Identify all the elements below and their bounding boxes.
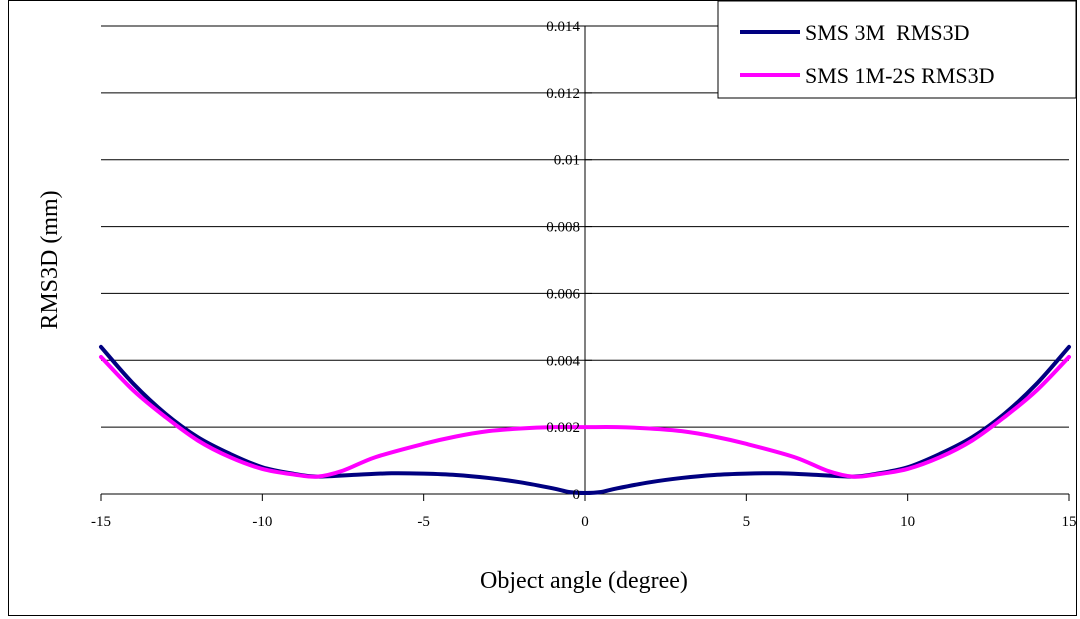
y-tick-label: 0.004	[546, 353, 580, 369]
series-line-1	[99, 354, 1071, 479]
x-tick-label: 0	[581, 514, 589, 530]
y-tick-label: 0.002	[546, 420, 580, 436]
y-tick-label: 0.014	[546, 19, 580, 35]
x-tick-label: 5	[743, 514, 751, 530]
y-tick-label: 0.006	[546, 286, 580, 302]
y-tick-label: 0.01	[554, 153, 580, 169]
legend-box	[717, 0, 1077, 99]
x-tick-label: -10	[252, 514, 272, 530]
x-tick-label: 10	[900, 514, 915, 530]
x-tick-label: -5	[417, 514, 430, 530]
y-tick-label: 0.008	[546, 220, 580, 236]
legend-label-sms-3m: SMS 3M RMS3D	[805, 20, 969, 45]
x-tick-label: 15	[1062, 514, 1077, 530]
series-lines	[99, 344, 1071, 495]
chart-frame	[8, 0, 1077, 616]
tick-labels: -15 -10 -5 0 5 10 15 0 0.002 0.004 0.006 0.008 0.01 0…	[91, 19, 1077, 530]
x-tick-label: -15	[91, 514, 111, 530]
legend-label-sms-1m-2s: SMS 1M-2S RMS3D	[805, 63, 995, 88]
y-tick-label: 0	[573, 487, 581, 503]
x-axis-title: Object angle (degree)	[480, 568, 688, 594]
y-tick-label: 0.012	[546, 86, 580, 102]
legend: SMS 3M RMS3D SMS 1M-2S RMS3D	[717, 0, 1077, 99]
y-axis-title: RMS3D (mm)	[37, 190, 63, 329]
